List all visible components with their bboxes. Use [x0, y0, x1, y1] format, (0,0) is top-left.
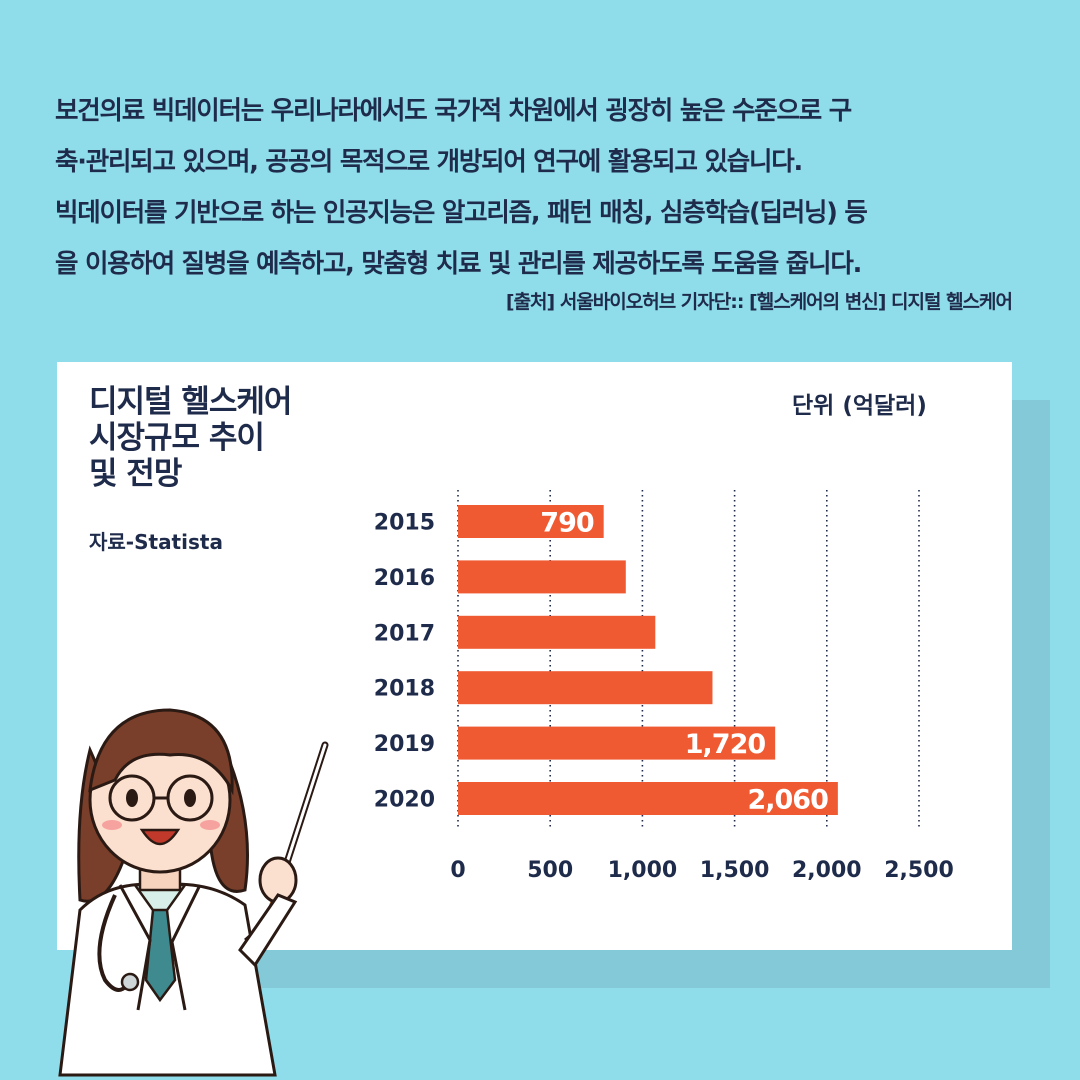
- bar-chart: 0 500 1,000 1,500 2,000 2,500 2015 790 2016 2017 2…: [374, 490, 954, 883]
- intro-line: 축·관리되고 있으며, 공공의 목적으로 개방되어 연구에 활용되고 있습니다.: [55, 147, 803, 177]
- doctor-illustration: [58, 708, 329, 1077]
- y-category-label: 2018: [374, 677, 435, 702]
- y-category-label: 2017: [374, 621, 435, 646]
- chart-title: 디지털 헬스케어 시장규모 추이 및 전망: [89, 384, 292, 492]
- bar: [458, 505, 604, 538]
- y-category-label: 2016: [374, 566, 435, 591]
- bar: [458, 782, 838, 815]
- bar: [458, 726, 776, 760]
- bar: [458, 560, 626, 594]
- y-category-label: 2019: [374, 732, 435, 757]
- x-tick-label: 1,500: [700, 858, 770, 883]
- intro-line: 을 이용하여 질병을 예측하고, 맞춤형 치료 및 관리를 제공하도록 도움을 …: [55, 249, 862, 279]
- bar-data-label: 790: [540, 508, 594, 539]
- x-tick-label: 0: [450, 858, 465, 883]
- chart-unit: 단위 (억달러): [792, 393, 927, 419]
- bar-data-label: 1,720: [685, 729, 766, 760]
- chart-title-line: 시장규모 추이: [89, 420, 265, 456]
- x-tick-label: 500: [527, 858, 573, 883]
- bar: [458, 671, 713, 705]
- intro-line: 보건의료 빅데이터는 우리나라에서도 국가적 차원에서 굉장히 높은 수준으로 …: [55, 96, 852, 126]
- bar-data-label: 2,060: [747, 785, 828, 816]
- x-tick-label: 1,000: [608, 858, 678, 883]
- x-tick-label: 2,000: [792, 858, 862, 883]
- chart-title-line: 및 전망: [89, 456, 182, 492]
- source-citation: [출처] 서울바이오허브 기자단:: [헬스케어의 변신] 디지털 헬스케어: [505, 291, 1013, 313]
- chart-source: 자료-Statista: [89, 530, 223, 554]
- y-category-label: 2015: [374, 511, 435, 536]
- y-category-label: 2020: [374, 788, 435, 813]
- bar: [458, 615, 656, 649]
- intro-text: 보건의료 빅데이터는 우리나라에서도 국가적 차원에서 굉장히 높은 수준으로 …: [55, 86, 1045, 290]
- x-tick-label: 2,500: [884, 858, 954, 883]
- chart-title-line: 디지털 헬스케어: [89, 384, 292, 420]
- intro-line: 빅데이터를 기반으로 하는 인공지능은 알고리즘, 패턴 매칭, 심층학습(딥러…: [55, 198, 868, 228]
